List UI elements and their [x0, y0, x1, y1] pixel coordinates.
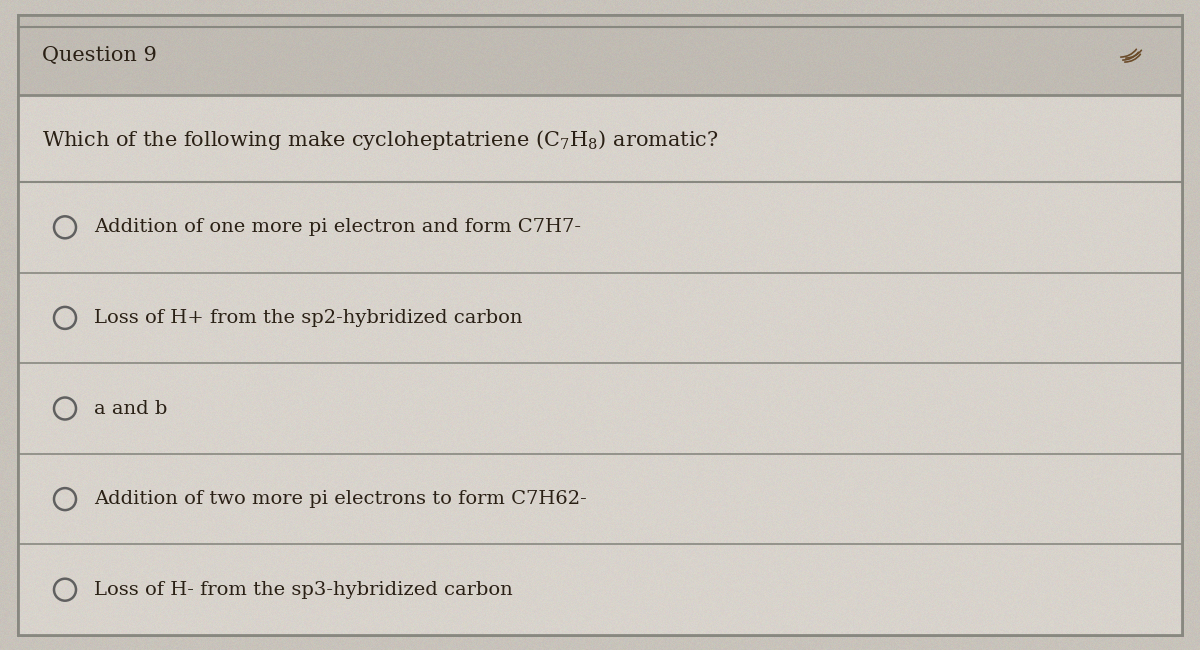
Text: Addition of one more pi electron and form C7H7-: Addition of one more pi electron and for…: [94, 218, 581, 237]
Text: Which of the following make cycloheptatriene ($\mathregular{C_7H_8}$) aromatic?: Which of the following make cycloheptatr…: [42, 128, 719, 152]
Text: Question 9: Question 9: [42, 46, 157, 64]
FancyBboxPatch shape: [18, 15, 1182, 635]
Text: Addition of two more pi electrons to form C7H62-: Addition of two more pi electrons to for…: [94, 490, 587, 508]
Text: Loss of H- from the sp3-hybridized carbon: Loss of H- from the sp3-hybridized carbo…: [94, 580, 512, 599]
Text: a and b: a and b: [94, 400, 167, 417]
Text: Loss of H+ from the sp2-hybridized carbon: Loss of H+ from the sp2-hybridized carbo…: [94, 309, 522, 327]
